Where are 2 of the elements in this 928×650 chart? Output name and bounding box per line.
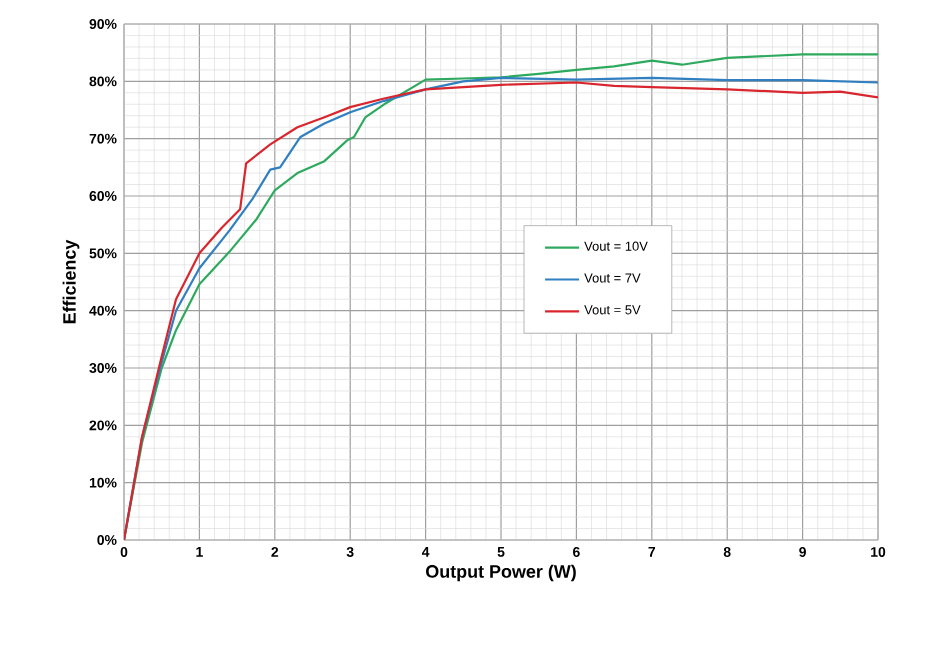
y-axis-title: Efficiency bbox=[62, 239, 80, 324]
x-axis-title: Output Power (W) bbox=[426, 564, 576, 582]
